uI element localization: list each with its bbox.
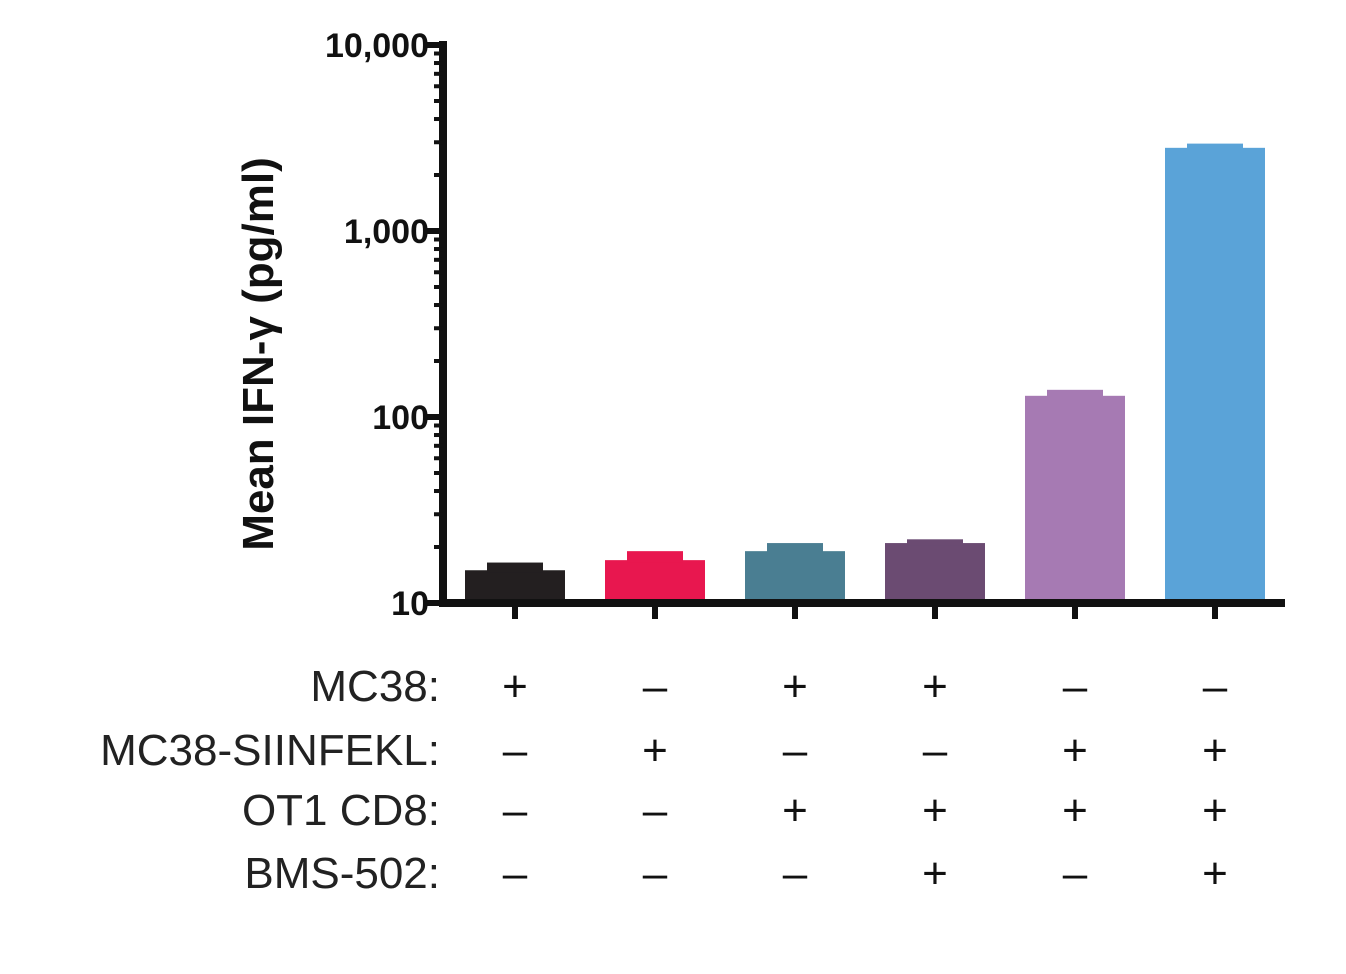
- minus-sign: –: [643, 662, 668, 711]
- condition-label: BMS-502:: [244, 849, 440, 898]
- plus-sign: +: [922, 849, 948, 898]
- plus-sign: +: [1062, 726, 1088, 775]
- plus-sign: +: [782, 662, 808, 711]
- y-ticks: 10 100 1,000 10,000: [325, 27, 443, 623]
- condition-label: OT1 CD8:: [242, 786, 440, 835]
- error-bar: [767, 543, 823, 554]
- plus-sign: +: [1202, 849, 1228, 898]
- condition-label: MC38-SIINFEKL:: [100, 726, 440, 775]
- minus-sign: –: [503, 726, 528, 775]
- minus-sign: –: [503, 786, 528, 835]
- condition-table: MC38: + – + + – – MC38-SIINFEKL: – + – – + + OT1 CD8: –…: [100, 662, 1228, 898]
- minus-sign: –: [643, 849, 668, 898]
- y-axis: [439, 41, 1285, 607]
- condition-row: OT1 CD8: – – + + + +: [242, 786, 1228, 835]
- condition-row: BMS-502: – – – + – +: [244, 849, 1227, 898]
- minus-sign: –: [783, 726, 808, 775]
- minus-sign: –: [1063, 662, 1088, 711]
- plus-sign: +: [782, 786, 808, 835]
- minus-sign: –: [1063, 849, 1088, 898]
- y-tick-label: 1,000: [344, 213, 429, 251]
- plus-sign: +: [1062, 786, 1088, 835]
- error-bar: [1047, 389, 1103, 398]
- bar-rect: [885, 543, 985, 603]
- error-bar: [487, 562, 543, 573]
- y-tick-label: 100: [372, 399, 429, 437]
- bar: [465, 562, 565, 603]
- plus-sign: +: [642, 726, 668, 775]
- minus-sign: –: [643, 786, 668, 835]
- plus-sign: +: [922, 662, 948, 711]
- bar-rect: [465, 570, 565, 603]
- plus-sign: +: [502, 662, 528, 711]
- bar: [605, 551, 705, 603]
- condition-label: MC38:: [310, 662, 440, 711]
- minus-sign: –: [1203, 662, 1228, 711]
- error-bar: [1187, 143, 1243, 150]
- bar: [745, 543, 845, 603]
- plus-sign: +: [1202, 726, 1228, 775]
- error-bar: [627, 551, 683, 563]
- bars: [465, 143, 1265, 603]
- bar-rect: [605, 560, 705, 603]
- bar: [885, 539, 985, 603]
- condition-row: MC38-SIINFEKL: – + – – + +: [100, 726, 1228, 775]
- bar-rect: [1025, 395, 1125, 603]
- bar-rect: [745, 551, 845, 603]
- plus-sign: +: [1202, 786, 1228, 835]
- condition-row: MC38: + – + + – –: [310, 662, 1227, 711]
- plus-sign: +: [922, 786, 948, 835]
- y-tick-label: 10,000: [325, 27, 429, 65]
- minus-sign: –: [503, 849, 528, 898]
- bar: [1165, 143, 1265, 603]
- y-axis-label: Mean IFN-γ (pg/ml): [234, 157, 283, 551]
- error-bar: [907, 539, 963, 546]
- bar: [1025, 389, 1125, 603]
- x-ticks: [512, 603, 1218, 619]
- y-tick-label: 10: [391, 585, 429, 623]
- minus-sign: –: [923, 726, 948, 775]
- bar-rect: [1165, 147, 1265, 603]
- minus-sign: –: [783, 849, 808, 898]
